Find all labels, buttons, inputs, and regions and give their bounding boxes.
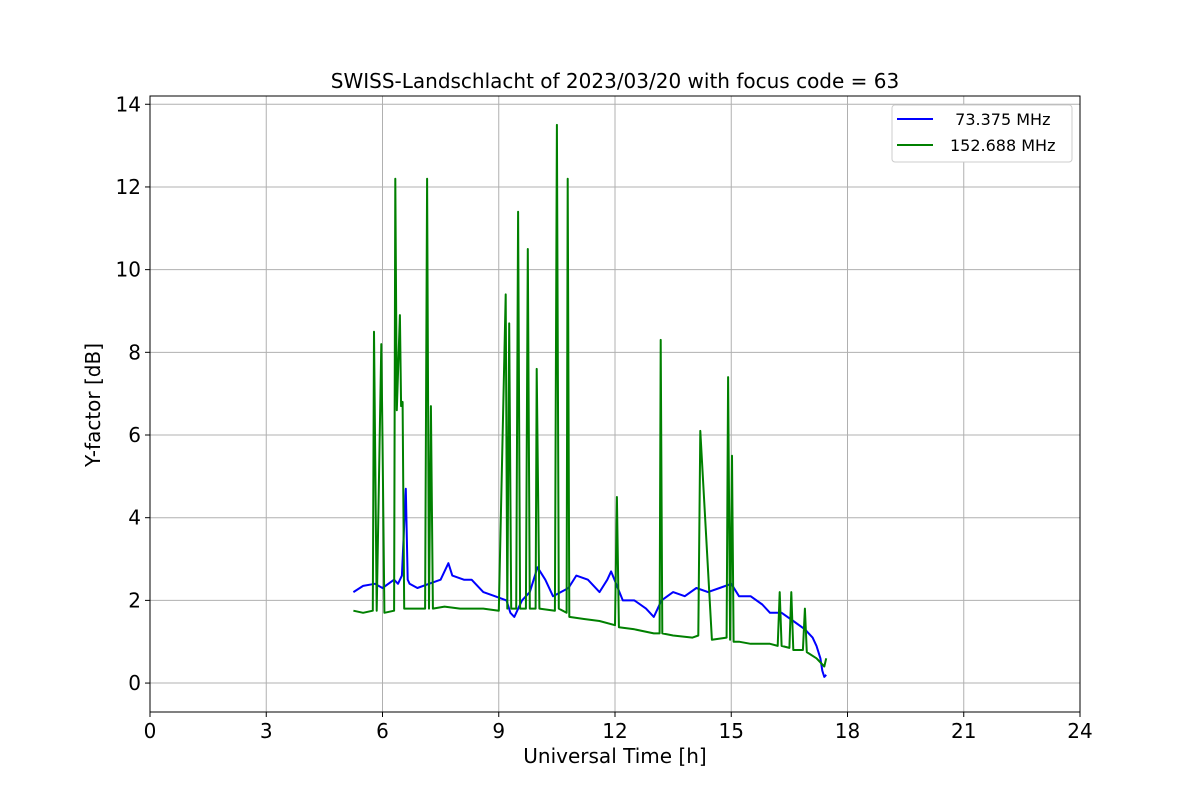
y-tick-label: 6 <box>128 423 141 447</box>
x-tick-label: 15 <box>719 719 744 743</box>
x-tick-label: 12 <box>602 719 627 743</box>
x-tick-label: 0 <box>144 719 157 743</box>
x-tick-label: 21 <box>951 719 976 743</box>
chart-title: SWISS-Landschlacht of 2023/03/20 with fo… <box>331 69 899 93</box>
legend-frame <box>891 104 1073 163</box>
y-tick-label: 12 <box>116 175 141 199</box>
y-tick-label: 4 <box>128 506 141 530</box>
y-tick-label: 0 <box>128 671 141 695</box>
series-line-2 <box>353 123 828 668</box>
legend: 73.375 MHz 152.688 MHz <box>891 104 1073 163</box>
series-lines <box>352 123 828 678</box>
y-tick-label: 2 <box>128 588 141 612</box>
y-tick-label: 8 <box>128 340 141 364</box>
x-tick-label: 18 <box>835 719 860 743</box>
x-tick-label: 3 <box>260 719 273 743</box>
x-tick-label: 6 <box>376 719 389 743</box>
y-tick-label: 14 <box>116 92 141 116</box>
series-line-1 <box>352 487 827 678</box>
y-tick-label: 10 <box>116 258 141 282</box>
x-tick-label: 9 <box>492 719 505 743</box>
legend-label-series-2: 152.688 MHz <box>950 136 1055 155</box>
y-axis-label: Y-factor [dB] <box>81 343 105 468</box>
legend-label-series-1: 73.375 MHz <box>945 110 1050 129</box>
x-axis-label: Universal Time [h] <box>523 744 706 768</box>
x-tick-label: 24 <box>1067 719 1092 743</box>
